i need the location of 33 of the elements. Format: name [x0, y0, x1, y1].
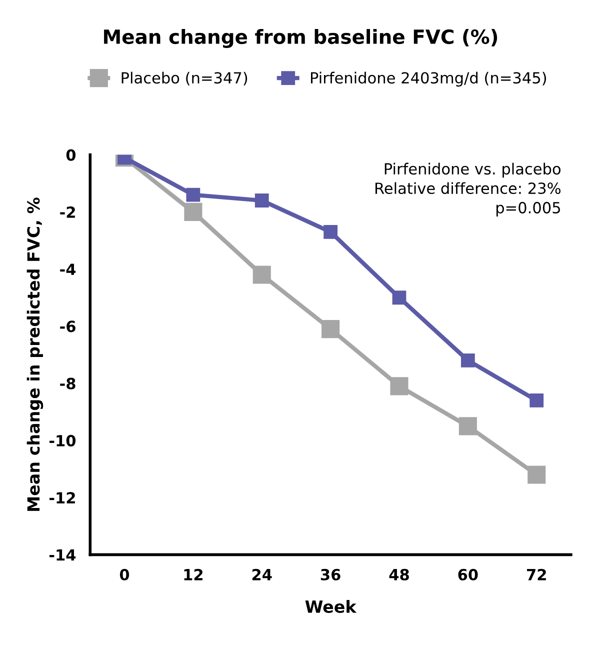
point	[530, 394, 544, 408]
point	[252, 266, 271, 284]
point	[254, 194, 269, 208]
y-tick-label: -2	[60, 206, 75, 218]
x-tick-label: 72	[527, 568, 546, 580]
point	[390, 377, 408, 396]
x-tick-label: 12	[184, 568, 202, 580]
x-tick-label: 0	[120, 568, 130, 580]
y-tick-label: -14	[49, 549, 76, 561]
y-tick-label: -6	[60, 320, 76, 332]
x-tick-label: 60	[458, 568, 478, 580]
chart-title: Mean change from baseline FVC (%)	[104, 29, 498, 48]
x-axis-title: Week	[305, 600, 357, 613]
point	[392, 290, 406, 305]
x-tick-label: 48	[389, 568, 409, 580]
point	[322, 320, 340, 338]
point	[458, 417, 477, 436]
point	[460, 354, 475, 368]
y-tick-label: -8	[60, 378, 76, 390]
y-axis-title: Mean change in predicted FVC, %	[26, 198, 44, 511]
y-tick-label: -10	[49, 434, 76, 446]
y-tick-label: -4	[60, 264, 76, 275]
point	[324, 224, 338, 239]
legend-label: Placebo (n=347)	[122, 72, 248, 86]
point	[184, 202, 202, 221]
x-tick-label: 36	[320, 568, 340, 580]
y-tick-label: -12	[49, 492, 75, 504]
point	[528, 466, 546, 484]
legend-label: Pirfenidone 2403mg/d (n=345)	[311, 72, 546, 87]
point	[186, 188, 200, 202]
annotation: Pirfenidone vs. placebo Relative difference: 23% p=0.005	[375, 162, 560, 216]
y-tick-label: 0	[66, 149, 76, 161]
x-tick-label: 24	[252, 568, 272, 580]
